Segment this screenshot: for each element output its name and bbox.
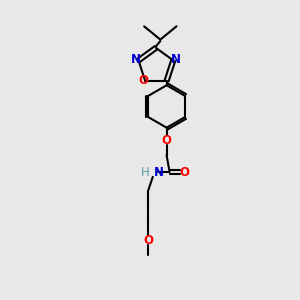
Text: O: O (162, 134, 172, 146)
Text: H: H (141, 166, 150, 179)
Text: O: O (138, 74, 148, 87)
Text: N: N (154, 166, 164, 179)
Text: O: O (143, 234, 153, 247)
Text: O: O (180, 166, 190, 179)
Text: N: N (130, 53, 141, 66)
Text: N: N (171, 53, 181, 66)
